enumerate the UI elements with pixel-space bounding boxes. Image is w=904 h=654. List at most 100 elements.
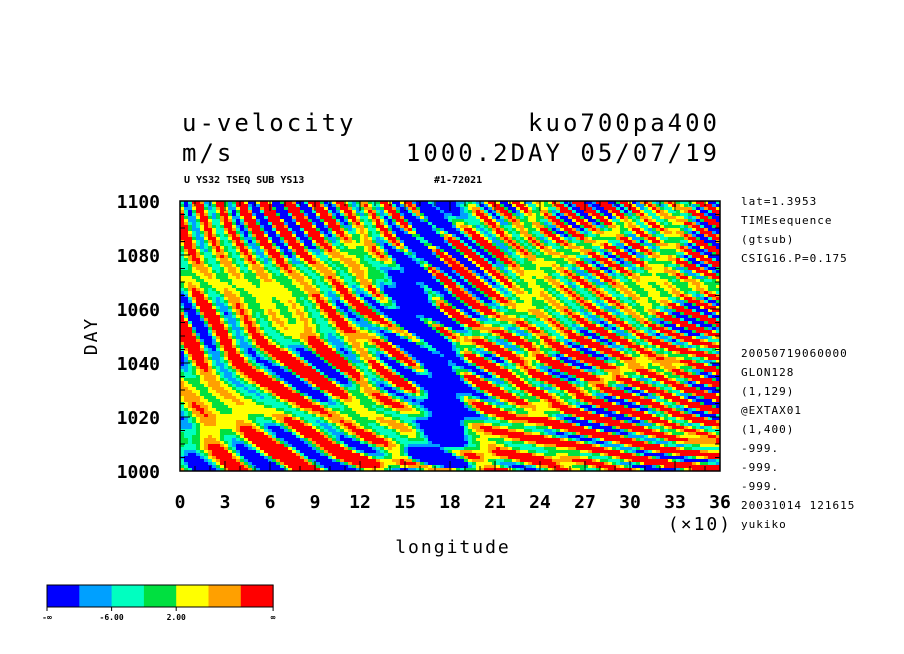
- heatmap-cell: [216, 246, 221, 250]
- heatmap-cell: [240, 240, 245, 244]
- heatmap-cell: [624, 303, 629, 307]
- heatmap-cell: [632, 282, 637, 286]
- heatmap-cell: [632, 270, 637, 274]
- heatmap-cell: [204, 255, 209, 259]
- heatmap-cell: [668, 282, 673, 286]
- heatmap-cell: [412, 246, 417, 250]
- heatmap-cell: [464, 207, 469, 211]
- heatmap-cell: [552, 291, 557, 295]
- heatmap-cell: [432, 219, 437, 223]
- heatmap-cell: [680, 231, 685, 235]
- heatmap-cell: [296, 210, 301, 214]
- heatmap-cell: [488, 279, 493, 283]
- heatmap-cell: [368, 240, 373, 244]
- heatmap-cell: [536, 294, 541, 298]
- heatmap-cell: [368, 282, 373, 286]
- heatmap-cell: [288, 252, 293, 256]
- heatmap-cell: [300, 258, 305, 262]
- heatmap-cell: [660, 273, 665, 277]
- heatmap-cell: [636, 270, 641, 274]
- heatmap-cell: [444, 273, 449, 277]
- heatmap-cell: [224, 213, 229, 217]
- heatmap-cell: [536, 297, 541, 301]
- heatmap-cell: [532, 255, 537, 259]
- heatmap-cell: [288, 300, 293, 304]
- heatmap-cell: [536, 300, 541, 304]
- heatmap-cell: [560, 234, 565, 238]
- heatmap-cell: [584, 309, 589, 313]
- heatmap-cell: [620, 207, 625, 211]
- heatmap-cell: [400, 270, 405, 274]
- heatmap-cell: [544, 234, 549, 238]
- heatmap-cell: [488, 300, 493, 304]
- heatmap-cell: [348, 264, 353, 268]
- heatmap-cell: [652, 279, 657, 283]
- heatmap-cell: [468, 210, 473, 214]
- heatmap-cell: [348, 225, 353, 229]
- heatmap-cell: [456, 228, 461, 232]
- heatmap-cell: [632, 240, 637, 244]
- heatmap-cell: [412, 237, 417, 241]
- heatmap-cell: [604, 309, 609, 313]
- heatmap-cell: [584, 213, 589, 217]
- heatmap-cell: [364, 216, 369, 220]
- heatmap-cell: [428, 213, 433, 217]
- heatmap-cell: [692, 288, 697, 292]
- heatmap-cell: [712, 273, 717, 277]
- heatmap-cell: [212, 207, 217, 211]
- heatmap-cell: [328, 279, 333, 283]
- heatmap-cell: [284, 243, 289, 247]
- heatmap-cell: [620, 297, 625, 301]
- heatmap-cell: [328, 207, 333, 211]
- heatmap-cell: [568, 261, 573, 265]
- heatmap-cell: [412, 240, 417, 244]
- heatmap-cell: [184, 234, 189, 238]
- heatmap-cell: [616, 267, 621, 271]
- heatmap-cell: [600, 300, 605, 304]
- heatmap-cell: [344, 234, 349, 238]
- heatmap-cell: [616, 240, 621, 244]
- heatmap-cell: [640, 288, 645, 292]
- heatmap-cell: [248, 273, 253, 277]
- heatmap-cell: [244, 234, 249, 238]
- heatmap-cell: [484, 249, 489, 253]
- heatmap-cell: [568, 276, 573, 280]
- heatmap-cell: [308, 267, 313, 271]
- heatmap-cell: [604, 255, 609, 259]
- heatmap-cell: [296, 222, 301, 226]
- heatmap-cell: [568, 303, 573, 307]
- heatmap-cell: [356, 300, 361, 304]
- heatmap-cell: [484, 255, 489, 259]
- heatmap-cell: [392, 216, 397, 220]
- heatmap-cell: [704, 213, 709, 217]
- heatmap-cell: [580, 258, 585, 262]
- heatmap-cell: [636, 237, 641, 241]
- heatmap-cell: [640, 228, 645, 232]
- heatmap-cell: [312, 228, 317, 232]
- heatmap-cell: [364, 297, 369, 301]
- heatmap-cell: [384, 225, 389, 229]
- heatmap-cell: [256, 210, 261, 214]
- heatmap-cell: [712, 240, 717, 244]
- heatmap-cell: [660, 219, 665, 223]
- heatmap-cell: [204, 300, 209, 304]
- heatmap-cell: [392, 306, 397, 310]
- heatmap-cell: [588, 201, 593, 205]
- heatmap-cell: [368, 231, 373, 235]
- heatmap-cell: [656, 300, 661, 304]
- heatmap-cell: [624, 225, 629, 229]
- heatmap-cell: [392, 264, 397, 268]
- heatmap-cell: [268, 219, 273, 223]
- heatmap-cell: [248, 234, 253, 238]
- heatmap-cell: [204, 291, 209, 295]
- heatmap-cell: [228, 279, 233, 283]
- heatmap-cell: [372, 222, 377, 226]
- heatmap-cell: [304, 207, 309, 211]
- heatmap-cell: [232, 246, 237, 250]
- heatmap-cell: [408, 213, 413, 217]
- heatmap-cell: [468, 225, 473, 229]
- heatmap-cell: [232, 261, 237, 265]
- heatmap-cell: [644, 246, 649, 250]
- heatmap-cell: [200, 213, 205, 217]
- heatmap-cell: [620, 285, 625, 289]
